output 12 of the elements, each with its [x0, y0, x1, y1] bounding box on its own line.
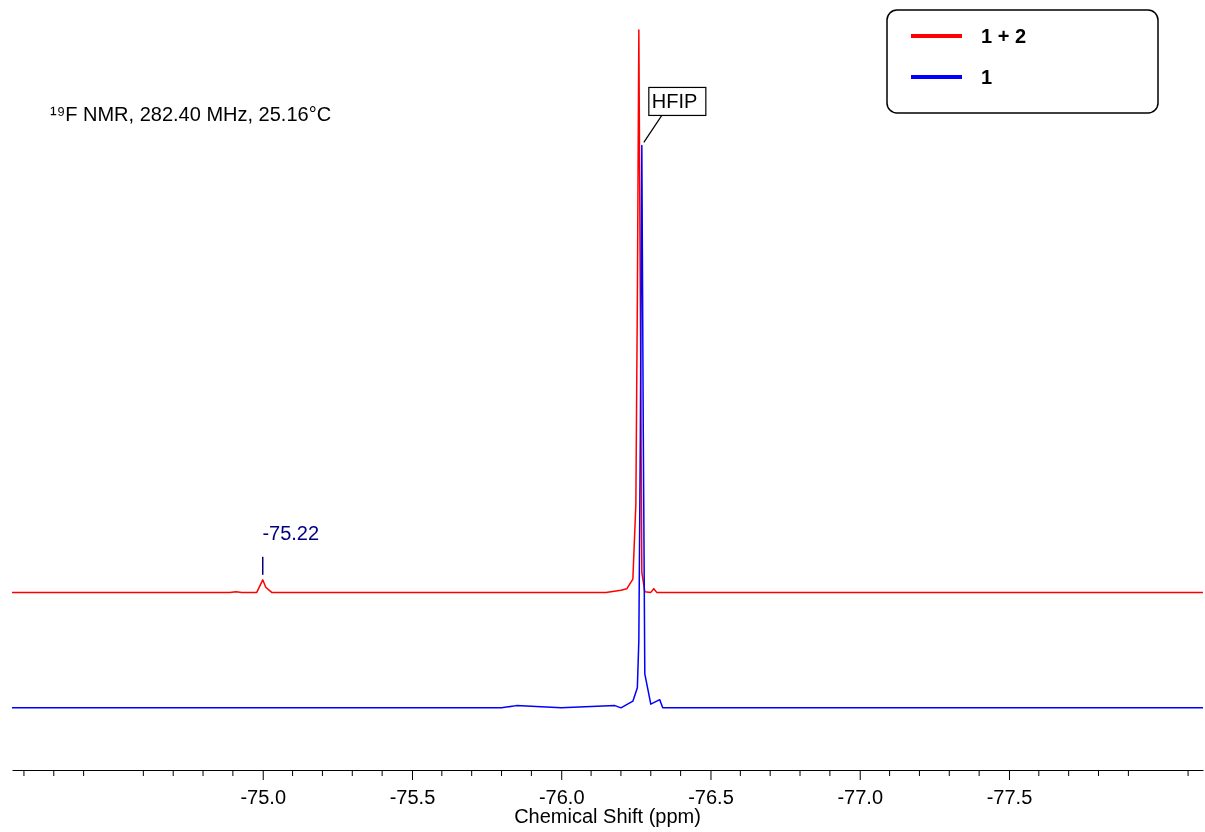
x-tick-label: -76.0: [538, 786, 585, 808]
x-tick-label: -77.5: [986, 786, 1033, 808]
annotation: ¹⁹F NMR, 282.40 MHz, 25.16°C: [50, 103, 332, 125]
legend-label: 1: [981, 66, 993, 88]
x-axis-title: Chemical Shift (ppm): [514, 805, 701, 827]
legend-label: 1 + 2: [981, 25, 1027, 47]
x-tick-label: -75.0: [240, 786, 287, 808]
x-tick-label: -76.5: [688, 786, 734, 808]
annotation: -75.22: [262, 521, 320, 544]
annotation: HFIP: [651, 90, 698, 113]
x-tick-label: -77.0: [837, 786, 884, 808]
x-tick-label: -75.5: [389, 786, 436, 808]
